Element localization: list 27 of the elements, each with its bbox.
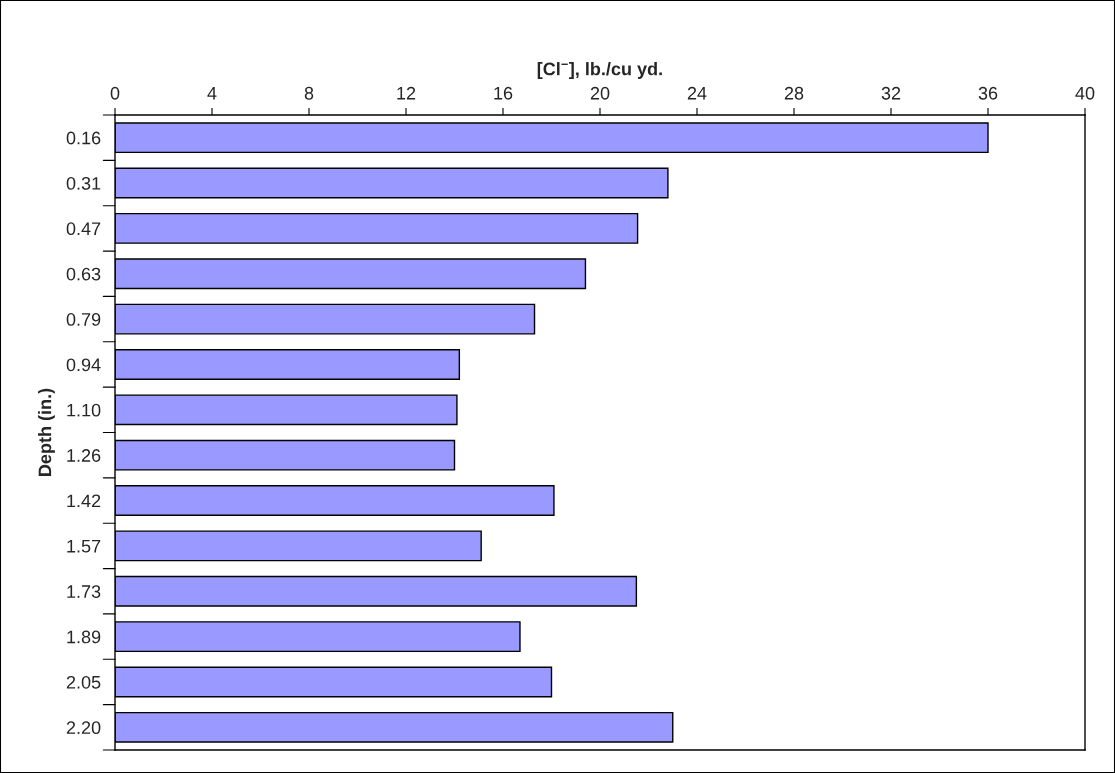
x-tick-label: 0: [110, 86, 120, 100]
y-tick-label: 0.63: [66, 267, 101, 281]
y-tick-label: 0.47: [66, 222, 101, 236]
x-tick-label: 24: [687, 86, 707, 100]
x-tick-label: 20: [590, 86, 610, 100]
y-axis-title: Depth (in.): [38, 388, 55, 476]
x-tick-label: 16: [494, 86, 513, 100]
x-tick-label: 28: [784, 86, 804, 100]
x-tick-label: 8: [304, 86, 314, 100]
y-tick-label: 2.20: [66, 721, 101, 735]
x-tick-label: 4: [207, 87, 217, 100]
y-tick-label: 1.73: [67, 585, 101, 598]
y-tick-label: 1.26: [67, 449, 101, 462]
x-tick-label: 36: [978, 86, 998, 100]
y-tick-label: 1.57: [67, 540, 101, 553]
x-tick-label: 12: [397, 86, 416, 100]
y-tick-label: 0.31: [66, 176, 101, 190]
y-tick-label: 1.42: [67, 494, 101, 508]
x-tick-label: 40: [1075, 86, 1095, 100]
x-tick-label: 32: [881, 86, 901, 100]
y-tick-label: 1.10: [67, 403, 101, 417]
x-axis-title: [Cl$^{−}$], lb./cu yd.: [537, 62, 662, 79]
y-tick-label: 1.89: [67, 630, 101, 644]
y-tick-label: 0.79: [66, 313, 101, 326]
y-tick-label: 2.05: [66, 675, 101, 689]
y-tick-label: 0.94: [66, 358, 101, 372]
y-tick-label: 0.16: [66, 131, 101, 145]
